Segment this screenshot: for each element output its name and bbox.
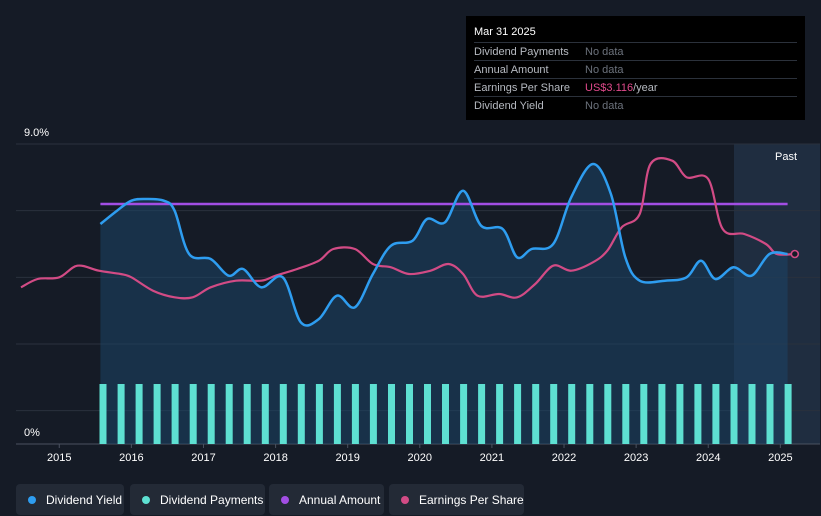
- y-axis-top-label: 9.0%: [24, 127, 49, 139]
- dividend-yield-dot-icon: [28, 495, 36, 504]
- legend-label: Annual Amount: [299, 492, 381, 507]
- dividend-payment-bar: [406, 384, 413, 444]
- dividend-yield-area: [100, 163, 788, 444]
- dividend-payment-bar: [496, 384, 504, 444]
- dividend-payment-bar: [207, 384, 215, 444]
- dividend-payment-bar: [604, 384, 612, 444]
- dividend-payment-bar: [135, 384, 143, 444]
- tooltip-label: Earnings Per Share: [474, 81, 570, 94]
- data-tooltip: Mar 31 2025 Dividend Payments No data An…: [466, 16, 805, 120]
- dividend-payment-bar: [478, 384, 486, 444]
- legend-dividend-yield[interactable]: Dividend Yield: [16, 484, 124, 515]
- x-tick-label: 2022: [552, 452, 576, 464]
- legend-label: Dividend Payments: [160, 492, 264, 507]
- tooltip-row-earnings-per-share: Earnings Per Share US$3.116/year: [474, 78, 797, 96]
- legend-annual-amount[interactable]: Annual Amount: [269, 484, 384, 515]
- dividend-payment-bar: [261, 384, 269, 444]
- dividend-payment-bar: [297, 384, 305, 444]
- x-axis-ticks: 2015 2016 2017 2018 2019 2020 2021 2022 2023 2024…: [47, 444, 793, 464]
- tooltip-label: Dividend Yield: [474, 99, 544, 112]
- tooltip-value: No data: [585, 45, 624, 58]
- dividend-payment-bar: [766, 384, 774, 444]
- tooltip-value: US$3.116: [585, 81, 634, 94]
- area-layer: [100, 163, 788, 444]
- tooltip-value: No data: [585, 63, 624, 76]
- dividend-payment-bar: [351, 384, 359, 444]
- dividend-payment-bar: [568, 384, 576, 444]
- x-tick-label: 2016: [119, 452, 143, 464]
- legend-label: Earnings Per Share: [419, 492, 524, 507]
- x-tick-label: 2018: [263, 452, 287, 464]
- dividend-payment-bar: [189, 384, 197, 444]
- bars-layer: [99, 384, 792, 444]
- dividend-payment-bar: [694, 384, 702, 444]
- legend-earnings-per-share[interactable]: Earnings Per Share: [389, 484, 524, 515]
- dividend-payment-bar: [640, 384, 648, 444]
- dividend-payment-bar: [171, 384, 179, 444]
- tooltip-value-suffix: /year: [633, 81, 658, 94]
- tooltip-label: Annual Amount: [474, 63, 549, 76]
- lines-layer: [20, 157, 795, 327]
- dividend-payment-bar: [99, 384, 107, 444]
- dividend-payment-bar: [712, 384, 720, 444]
- dividend-payment-bar: [369, 384, 377, 444]
- annual-amount-dot-icon: [281, 495, 289, 504]
- legend-dividend-payments[interactable]: Dividend Payments: [130, 484, 265, 515]
- dividend-payment-bar: [279, 384, 287, 444]
- eps-end-marker[interactable]: [790, 249, 800, 259]
- dividend-payment-bar: [784, 384, 792, 444]
- dividend-payment-bar: [424, 384, 431, 444]
- earnings-per-share-dot-icon: [401, 495, 409, 504]
- x-tick-label: 2021: [480, 452, 504, 464]
- dividend-payment-bar: [243, 384, 251, 444]
- x-tick-label: 2024: [696, 452, 720, 464]
- x-tick-label: 2019: [335, 452, 359, 464]
- earnings-per-share-line: [20, 157, 795, 300]
- dividend-payments-dot-icon: [142, 495, 150, 504]
- legend-label: Dividend Yield: [46, 492, 123, 507]
- x-tick-label: 2020: [408, 452, 432, 464]
- dividend-payment-bar: [225, 384, 233, 444]
- past-label: Past: [775, 151, 797, 163]
- dividend-payment-bar: [658, 384, 666, 444]
- tooltip-label: Dividend Payments: [474, 45, 569, 58]
- x-tick-label: 2015: [47, 452, 71, 464]
- x-tick-label: 2025: [768, 452, 792, 464]
- dividend-payment-bar: [117, 384, 125, 444]
- tooltip-row-annual-amount: Annual Amount No data: [474, 60, 797, 78]
- dividend-yield-line: [99, 162, 788, 327]
- x-tick-label: 2017: [191, 452, 215, 464]
- dividend-payment-bar: [586, 384, 594, 444]
- dividend-payment-bar: [622, 384, 630, 444]
- dividend-payment-bar: [388, 384, 395, 444]
- tooltip-row-dividend-payments: Dividend Payments No data: [474, 42, 797, 60]
- dividend-payment-bar: [676, 384, 684, 444]
- tooltip-value: No data: [585, 99, 624, 112]
- y-axis-bottom-label: 0%: [24, 427, 40, 439]
- dividend-payment-bar: [748, 384, 756, 444]
- dividend-payment-bar: [514, 384, 522, 444]
- dividend-payment-bar: [550, 384, 558, 444]
- dividend-payment-bar: [333, 384, 341, 444]
- dividend-payment-bar: [460, 384, 468, 444]
- dividend-payment-bar: [532, 384, 540, 444]
- dividend-payment-bar: [315, 384, 323, 444]
- dividend-payment-bar: [730, 384, 738, 444]
- x-tick-label: 2023: [624, 452, 648, 464]
- tooltip-date: Mar 31 2025: [474, 26, 536, 38]
- tooltip-row-dividend-yield: Dividend Yield No data: [474, 96, 797, 114]
- dividend-payment-bar: [153, 384, 161, 444]
- dividend-payment-bar: [442, 384, 449, 444]
